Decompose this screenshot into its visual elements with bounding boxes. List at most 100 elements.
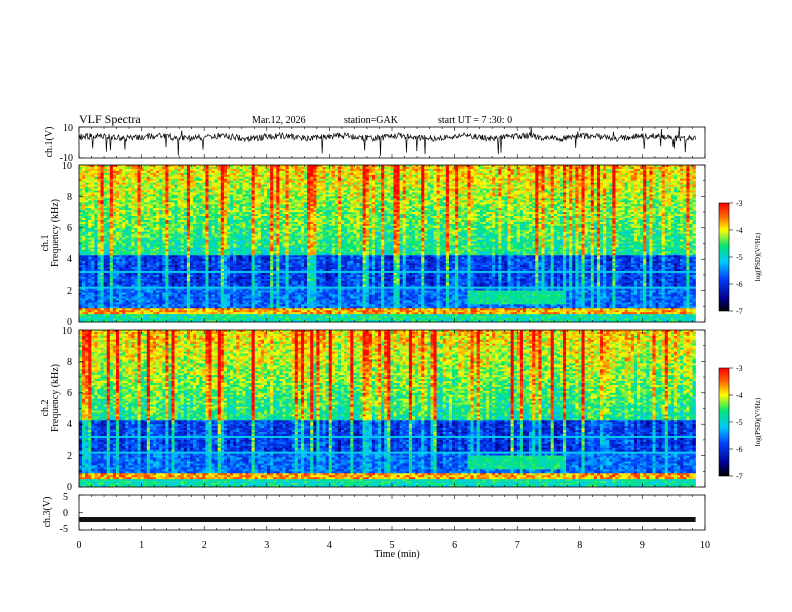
- spectrogram-cell: [165, 294, 169, 297]
- spectrogram-cell: [137, 196, 141, 199]
- spectrogram-cell: [196, 249, 200, 252]
- spectrogram-cell: [94, 249, 98, 252]
- spectrogram-cell: [260, 272, 265, 276]
- spectrogram-cell: [254, 168, 259, 172]
- spectrogram-cell: [177, 290, 181, 293]
- spectrogram-cell: [91, 288, 95, 291]
- spectrogram-cell: [137, 178, 141, 181]
- spectrogram-cell: [183, 206, 188, 209]
- spectrogram-cell: [226, 170, 231, 174]
- spectrogram-cell: [180, 198, 185, 201]
- spectrogram-cell: [82, 182, 86, 185]
- spectrogram-cell: [128, 306, 132, 309]
- spectrogram-cell: [260, 214, 265, 217]
- spectrogram-cell: [162, 178, 166, 181]
- spectrogram-cell: [131, 172, 135, 176]
- spectrogram-cell: [239, 314, 243, 317]
- spectrogram-cell: [156, 223, 160, 227]
- spectrogram-cell: [220, 282, 225, 285]
- spectrogram-cell: [146, 194, 151, 197]
- spectrogram-cell: [248, 272, 252, 276]
- spectrogram-cell: [122, 259, 126, 262]
- spectrogram-cell: [112, 225, 117, 229]
- spectrogram-cell: [233, 223, 237, 227]
- spectrogram-cell: [134, 278, 138, 282]
- spectrogram-cell: [189, 274, 194, 278]
- spectrogram-cell: [254, 200, 259, 203]
- spectrogram-cell: [125, 257, 129, 260]
- spectrogram-cell: [174, 265, 178, 268]
- spectrogram-cell: [257, 306, 262, 309]
- spectrogram-cell: [254, 320, 259, 323]
- spectrogram-cell: [230, 172, 234, 176]
- spectrogram-cell: [223, 239, 228, 242]
- spectrogram-cell: [134, 269, 138, 272]
- spectrogram-cell: [226, 192, 231, 195]
- spectrogram-cell: [257, 316, 262, 319]
- spectrogram-cell: [156, 274, 160, 278]
- spectrogram-cell: [239, 286, 243, 289]
- spectrogram-cell: [152, 235, 157, 238]
- spectrogram-cell: [217, 276, 222, 280]
- spectrogram-cell: [217, 265, 222, 268]
- spectrogram-cell: [109, 296, 114, 299]
- spectrogram-cell: [119, 184, 123, 187]
- spectrogram-cell: [125, 174, 129, 178]
- spectrogram-cell: [257, 284, 262, 287]
- spectrogram-cell: [217, 165, 222, 168]
- spectrogram-cell: [196, 229, 200, 232]
- spectrogram-cell: [88, 200, 92, 203]
- spectrogram-cell: [119, 318, 123, 321]
- spectrogram-cell: [131, 278, 135, 282]
- spectrogram-cell: [242, 172, 246, 176]
- spectrogram-cell: [205, 265, 209, 268]
- spectrogram-cell: [122, 180, 126, 183]
- spectrogram-cell: [214, 284, 218, 287]
- spectrogram-cell: [251, 221, 255, 225]
- spectrogram-cell: [245, 237, 249, 240]
- spectrogram-cell: [208, 251, 212, 254]
- spectrogram-cell: [248, 208, 252, 211]
- spectrogram-cell: [193, 259, 197, 262]
- spectrogram-cell: [205, 190, 209, 193]
- spectrogram-cell: [168, 208, 172, 211]
- spectrogram-cell: [254, 243, 259, 246]
- spectrogram-cell: [183, 261, 188, 264]
- spectrogram-cell: [88, 263, 92, 266]
- spectrogram-cell: [263, 290, 268, 293]
- spectrogram-cell: [174, 261, 178, 264]
- spectrogram-cell: [202, 245, 206, 248]
- spectrogram-cell: [82, 270, 86, 274]
- spectrogram-cell: [159, 276, 163, 280]
- spectrogram-cell: [180, 217, 185, 221]
- spectrogram-cell: [146, 184, 151, 187]
- spectrogram-cell: [251, 202, 255, 205]
- spectrogram-cell: [263, 219, 268, 223]
- spectrogram-cell: [248, 227, 252, 231]
- spectrogram-cell: [208, 184, 212, 187]
- spectrogram-cell: [263, 237, 268, 240]
- spectrogram-cell: [131, 259, 135, 262]
- spectrogram-cell: [156, 294, 160, 297]
- spectrogram-cell: [143, 265, 148, 268]
- spectrogram-cell: [137, 316, 141, 319]
- spectrogram-cell: [149, 290, 154, 293]
- spectrogram-cell: [208, 235, 212, 238]
- spectrogram-cell: [146, 176, 151, 179]
- spectrogram-cell: [128, 176, 132, 179]
- spectrogram-cell: [205, 194, 209, 197]
- spectrogram-cell: [128, 202, 132, 205]
- spectrogram-cell: [199, 225, 203, 229]
- spectrogram-cell: [152, 267, 157, 270]
- spectrogram-cell: [242, 253, 246, 256]
- spectrogram-cell: [165, 251, 169, 254]
- spectrogram-cell: [116, 241, 120, 244]
- spectrogram-cell: [146, 241, 151, 244]
- spectrogram-cell: [239, 188, 243, 191]
- spectrogram-cell: [220, 284, 225, 287]
- spectrogram-cell: [85, 176, 89, 179]
- spectrogram-cell: [143, 286, 148, 289]
- spectrogram-cell: [242, 280, 246, 283]
- spectrogram-cell: [128, 239, 132, 242]
- spectrogram-cell: [177, 233, 181, 236]
